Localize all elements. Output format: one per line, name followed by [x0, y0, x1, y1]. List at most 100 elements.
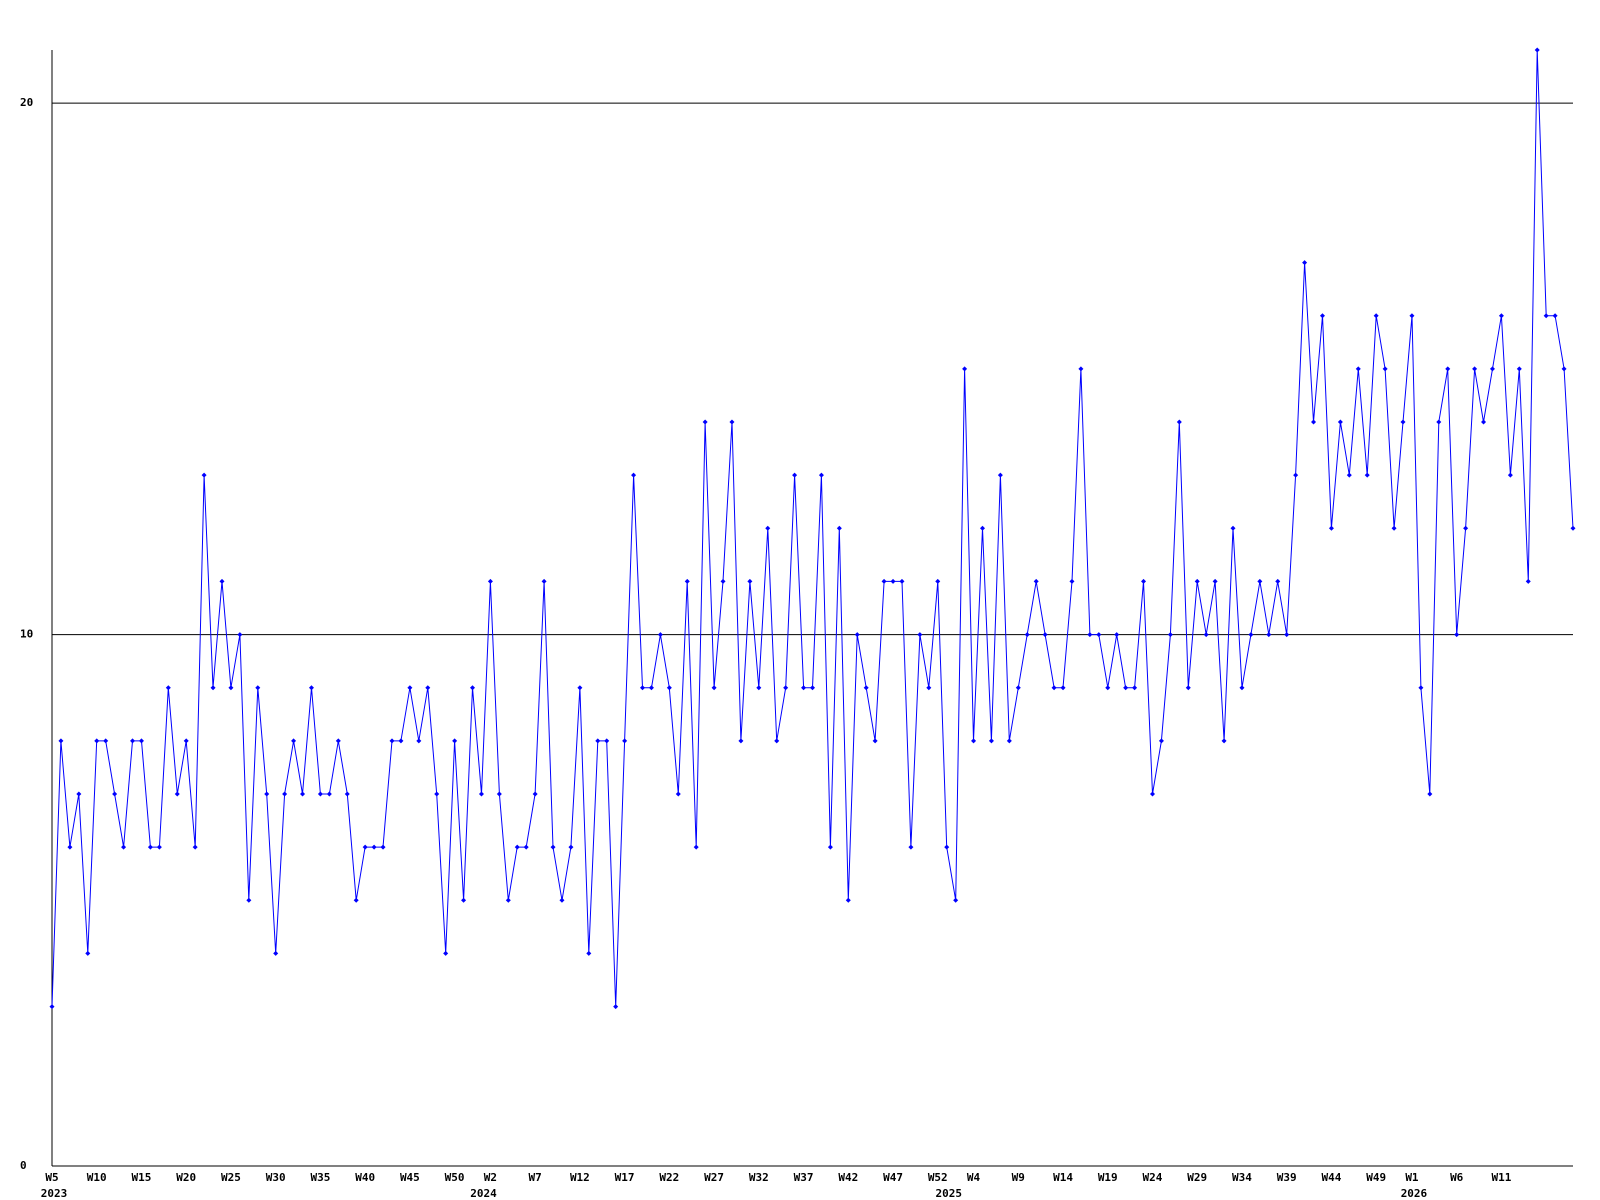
data-point [908, 844, 914, 850]
x-tick-label: W12 [570, 1171, 590, 1184]
x-tick-label: W14 [1053, 1171, 1073, 1184]
data-point [640, 685, 646, 691]
data-point [416, 738, 422, 744]
data-point [1015, 685, 1021, 691]
data-point [344, 791, 350, 797]
data-point [1561, 366, 1567, 372]
data-point [1355, 366, 1361, 372]
data-point [1516, 366, 1522, 372]
data-point [1543, 313, 1549, 319]
data-point [371, 844, 377, 850]
data-point [1257, 578, 1263, 584]
data-point [1552, 313, 1558, 319]
data-point [130, 738, 136, 744]
data-point [1167, 632, 1173, 638]
data-point [219, 578, 225, 584]
data-point [1427, 791, 1433, 797]
data-point [863, 685, 869, 691]
data-point [1337, 419, 1343, 425]
data-point [353, 897, 359, 903]
data-point [434, 791, 440, 797]
data-point [94, 738, 100, 744]
data-point [478, 791, 484, 797]
data-point [237, 632, 243, 638]
data-point [783, 685, 789, 691]
x-tick-label: W15 [132, 1171, 152, 1184]
data-point [1212, 578, 1218, 584]
x-tick-label: W44 [1321, 1171, 1341, 1184]
data-point [1221, 738, 1227, 744]
data-point [854, 632, 860, 638]
data-point [1346, 472, 1352, 478]
data-point [147, 844, 153, 850]
data-point [997, 472, 1003, 478]
data-point [944, 844, 950, 850]
x-tick-label: W9 [1012, 1171, 1025, 1184]
data-point [971, 738, 977, 744]
data-point [174, 791, 180, 797]
data-point [1311, 419, 1317, 425]
data-point [1507, 472, 1513, 478]
data-point [935, 578, 941, 584]
x-tick-label: W30 [266, 1171, 286, 1184]
data-point [1463, 525, 1469, 531]
data-point [1400, 419, 1406, 425]
y-tick-label: 10 [20, 628, 33, 641]
data-point [881, 578, 887, 584]
data-point [461, 897, 467, 903]
data-point [291, 738, 297, 744]
data-point [1149, 791, 1155, 797]
data-point [362, 844, 368, 850]
x-tick-label: W42 [838, 1171, 858, 1184]
data-point [1454, 632, 1460, 638]
data-point [1248, 632, 1254, 638]
x-tick-label: W34 [1232, 1171, 1252, 1184]
data-point [684, 578, 690, 584]
data-point [988, 738, 994, 744]
data-point [246, 897, 252, 903]
data-point [1069, 578, 1075, 584]
y-tick-label: 0 [20, 1159, 27, 1172]
data-point [1302, 260, 1308, 266]
data-point [1525, 578, 1531, 584]
data-point [792, 472, 798, 478]
x-tick-label: W11 [1491, 1171, 1511, 1184]
data-point [631, 472, 637, 478]
data-point [917, 632, 923, 638]
data-point [1293, 472, 1299, 478]
data-point [720, 578, 726, 584]
data-point [308, 685, 314, 691]
x-tick-label: W19 [1098, 1171, 1118, 1184]
data-point [121, 844, 127, 850]
x-tick-label: W35 [310, 1171, 330, 1184]
data-point [49, 1004, 55, 1010]
data-point [103, 738, 109, 744]
data-point [1123, 685, 1129, 691]
data-point [926, 685, 932, 691]
x-tick-label: W25 [221, 1171, 241, 1184]
data-point [165, 685, 171, 691]
x-tick-label: W39 [1277, 1171, 1297, 1184]
x-tick-label: W1 [1405, 1171, 1419, 1184]
x-tick-label: W29 [1187, 1171, 1207, 1184]
data-point [1266, 632, 1272, 638]
data-point [317, 791, 323, 797]
data-point [729, 419, 735, 425]
data-point [899, 578, 905, 584]
data-point [1033, 578, 1039, 584]
data-point [1185, 685, 1191, 691]
y-tick-label: 20 [20, 96, 33, 109]
data-point [595, 738, 601, 744]
data-point [85, 950, 91, 956]
data-point [648, 685, 654, 691]
data-point [523, 844, 529, 850]
data-point [496, 791, 502, 797]
data-point [890, 578, 896, 584]
data-point [1472, 366, 1478, 372]
data-point [58, 738, 64, 744]
data-point [1498, 313, 1504, 319]
data-point [67, 844, 73, 850]
data-point [1445, 366, 1451, 372]
